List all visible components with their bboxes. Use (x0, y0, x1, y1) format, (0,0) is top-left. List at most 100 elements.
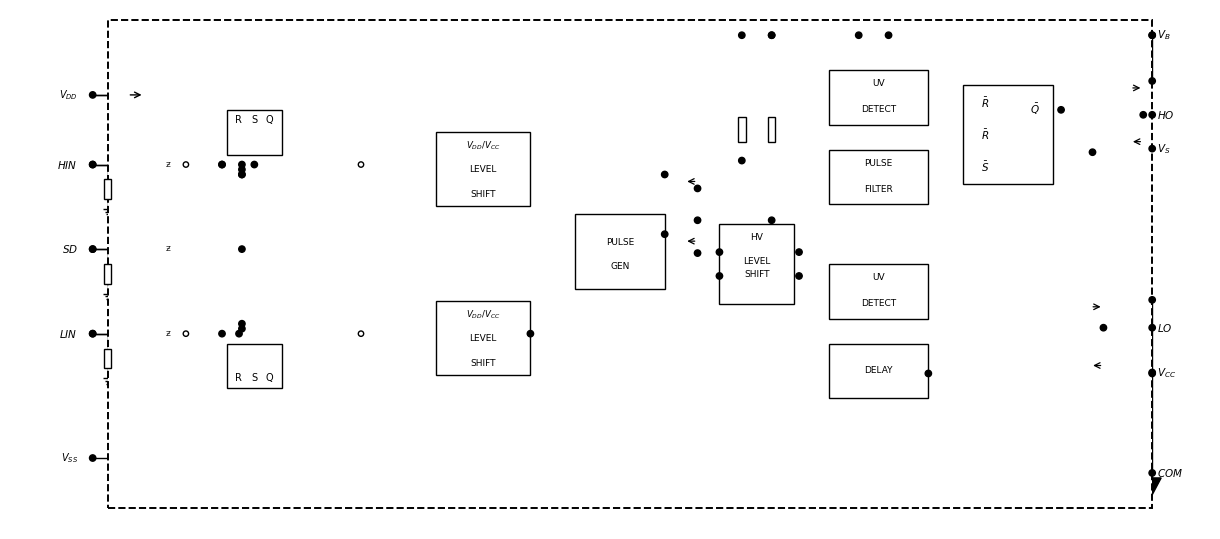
Polygon shape (688, 253, 706, 270)
Circle shape (1149, 370, 1155, 377)
Circle shape (694, 250, 700, 256)
Bar (104, 349, 111, 369)
Text: PULSE: PULSE (606, 238, 634, 247)
Circle shape (795, 273, 803, 279)
Circle shape (239, 171, 245, 178)
Text: R: R (235, 115, 243, 125)
Text: SHIFT: SHIFT (744, 271, 770, 280)
Bar (104, 264, 111, 284)
Circle shape (89, 92, 96, 98)
Circle shape (738, 157, 745, 164)
Circle shape (1058, 107, 1064, 113)
Circle shape (1139, 112, 1147, 118)
Circle shape (89, 246, 96, 252)
Text: S: S (251, 374, 257, 383)
Bar (828, 150, 928, 204)
Text: $\bar{R}$: $\bar{R}$ (981, 96, 989, 110)
Circle shape (239, 167, 245, 172)
Text: UV: UV (872, 79, 884, 88)
Text: $V_{SS}$: $V_{SS}$ (61, 451, 78, 465)
Bar (738, 118, 745, 142)
Circle shape (1149, 296, 1155, 303)
Text: $LIN$: $LIN$ (60, 328, 78, 340)
Circle shape (89, 161, 96, 168)
Text: Ƶ: Ƶ (166, 246, 171, 252)
Circle shape (1149, 470, 1155, 476)
Bar (227, 110, 282, 155)
Circle shape (239, 321, 245, 327)
Circle shape (89, 330, 96, 337)
Text: UV: UV (872, 273, 884, 282)
Circle shape (239, 161, 245, 168)
Circle shape (1149, 78, 1155, 84)
Circle shape (239, 326, 245, 332)
Circle shape (1100, 324, 1107, 331)
Circle shape (1149, 324, 1155, 331)
Text: LEVEL: LEVEL (743, 257, 770, 266)
Bar (227, 344, 282, 389)
Bar (720, 224, 794, 304)
Text: LEVEL: LEVEL (470, 164, 497, 174)
Bar (436, 301, 531, 376)
Text: $LO$: $LO$ (1157, 322, 1172, 334)
Circle shape (1149, 32, 1155, 38)
Text: $V_{CC}$: $V_{CC}$ (1157, 367, 1176, 381)
Text: $\bar{R}$: $\bar{R}$ (981, 128, 989, 142)
Text: $V_{DD}$: $V_{DD}$ (59, 88, 78, 102)
Text: $V_{DD}/V_{CC}$: $V_{DD}/V_{CC}$ (466, 308, 500, 321)
Circle shape (1149, 112, 1155, 118)
Text: GEN: GEN (610, 262, 630, 271)
Circle shape (855, 32, 861, 38)
Circle shape (239, 171, 245, 178)
Circle shape (661, 231, 667, 237)
Circle shape (694, 217, 700, 224)
Text: $SD$: $SD$ (62, 243, 78, 255)
Bar (828, 344, 928, 398)
Circle shape (694, 185, 700, 191)
Bar (575, 215, 665, 289)
Text: $HO$: $HO$ (1157, 109, 1175, 121)
Circle shape (1089, 149, 1096, 155)
Circle shape (769, 32, 775, 38)
Circle shape (89, 161, 96, 168)
Text: $HIN$: $HIN$ (57, 158, 78, 170)
Circle shape (89, 330, 96, 337)
Text: S: S (251, 115, 257, 125)
Text: FILTER: FILTER (864, 185, 893, 194)
Text: $COM$: $COM$ (1157, 467, 1183, 479)
Text: Q: Q (266, 115, 273, 125)
Bar (436, 132, 531, 206)
Circle shape (769, 32, 775, 38)
Circle shape (1149, 32, 1155, 38)
Bar (104, 179, 111, 199)
Circle shape (769, 217, 775, 224)
Circle shape (218, 161, 226, 168)
Circle shape (218, 330, 226, 337)
Circle shape (218, 161, 226, 168)
Text: $V_S$: $V_S$ (1157, 142, 1171, 156)
Circle shape (251, 161, 257, 168)
Text: R: R (235, 374, 243, 383)
Text: Ƶ: Ƶ (166, 330, 171, 337)
Bar (963, 85, 1053, 184)
Circle shape (716, 249, 722, 255)
Polygon shape (1143, 478, 1161, 495)
Text: DELAY: DELAY (864, 367, 893, 376)
Circle shape (527, 330, 533, 337)
Circle shape (89, 455, 96, 461)
Circle shape (239, 246, 245, 252)
Bar (828, 70, 928, 125)
Text: LEVEL: LEVEL (470, 334, 497, 343)
Text: DETECT: DETECT (861, 105, 897, 114)
Circle shape (795, 249, 803, 255)
Circle shape (1149, 146, 1155, 152)
Text: DETECT: DETECT (861, 299, 897, 308)
Text: PULSE: PULSE (865, 159, 893, 168)
Circle shape (1149, 369, 1155, 376)
Bar (828, 264, 928, 319)
Circle shape (661, 171, 667, 178)
Text: $\bar{S}$: $\bar{S}$ (981, 160, 989, 174)
Circle shape (89, 246, 96, 252)
Text: HV: HV (750, 233, 764, 241)
Circle shape (925, 370, 932, 377)
